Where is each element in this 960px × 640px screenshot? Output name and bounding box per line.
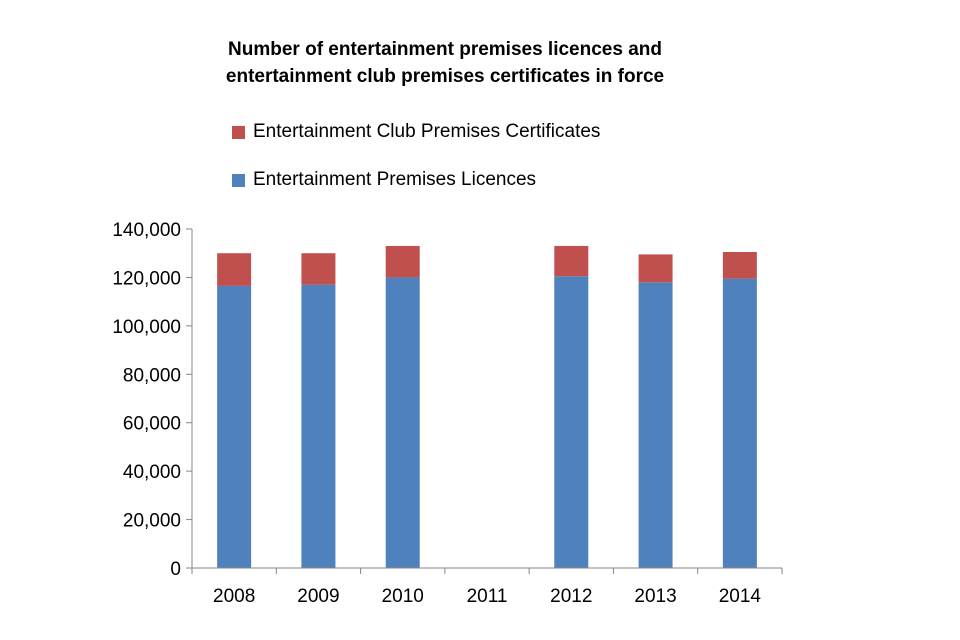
x-tick-label-2010: 2010 bbox=[382, 586, 424, 607]
x-tick-label-2009: 2009 bbox=[297, 586, 339, 607]
x-tick-label-2008: 2008 bbox=[213, 586, 255, 607]
y-tick-label-4: 80,000 bbox=[123, 365, 181, 386]
chart-title: Number of entertainment premises licence… bbox=[150, 36, 740, 90]
bar-premises-licences-2014 bbox=[722, 278, 757, 568]
chart-title-line-2: entertainment club premises certificates… bbox=[225, 66, 665, 87]
chart-legend: Entertainment Club Premises Certificates… bbox=[232, 118, 600, 214]
y-tick-label-0: 0 bbox=[170, 559, 181, 580]
bar-premises-licences-2010 bbox=[385, 277, 420, 568]
x-tick-label-2012: 2012 bbox=[550, 586, 592, 607]
legend-item-premises-licences: Entertainment Premises Licences bbox=[232, 166, 600, 194]
bar-club-certificates-2008 bbox=[217, 253, 252, 286]
legend-label-club-certificates: Entertainment Club Premises Certificates bbox=[253, 121, 601, 142]
legend-swatch-club-certificates bbox=[232, 125, 245, 139]
y-tick-label-2: 40,000 bbox=[123, 462, 181, 483]
bar-club-certificates-2013 bbox=[638, 254, 673, 283]
legend-item-club-certificates: Entertainment Club Premises Certificates bbox=[232, 118, 600, 146]
bar-club-certificates-2014 bbox=[722, 252, 757, 279]
legend-swatch-premises-licences bbox=[232, 173, 245, 187]
bar-club-certificates-2012 bbox=[554, 245, 589, 277]
bar-club-certificates-2010 bbox=[385, 245, 420, 278]
bar-premises-licences-2013 bbox=[638, 282, 673, 568]
x-tick-label-2014: 2014 bbox=[719, 586, 762, 607]
y-tick-label-6: 120,000 bbox=[112, 268, 181, 289]
x-tick-label-2013: 2013 bbox=[634, 586, 676, 607]
legend-label-premises-licences: Entertainment Premises Licences bbox=[253, 169, 537, 190]
y-tick-label-5: 100,000 bbox=[112, 317, 181, 338]
x-tick-label-2011: 2011 bbox=[467, 586, 508, 607]
bar-premises-licences-2009 bbox=[301, 284, 336, 568]
y-tick-label-7: 140,000 bbox=[112, 220, 181, 241]
bar-premises-licences-2008 bbox=[217, 285, 252, 568]
chart-title-line-1: Number of entertainment premises licence… bbox=[228, 39, 662, 60]
bar-club-certificates-2009 bbox=[301, 253, 336, 285]
y-tick-label-1: 20,000 bbox=[123, 511, 181, 532]
bar-premises-licences-2012 bbox=[554, 276, 589, 568]
y-tick-label-3: 60,000 bbox=[123, 414, 181, 435]
